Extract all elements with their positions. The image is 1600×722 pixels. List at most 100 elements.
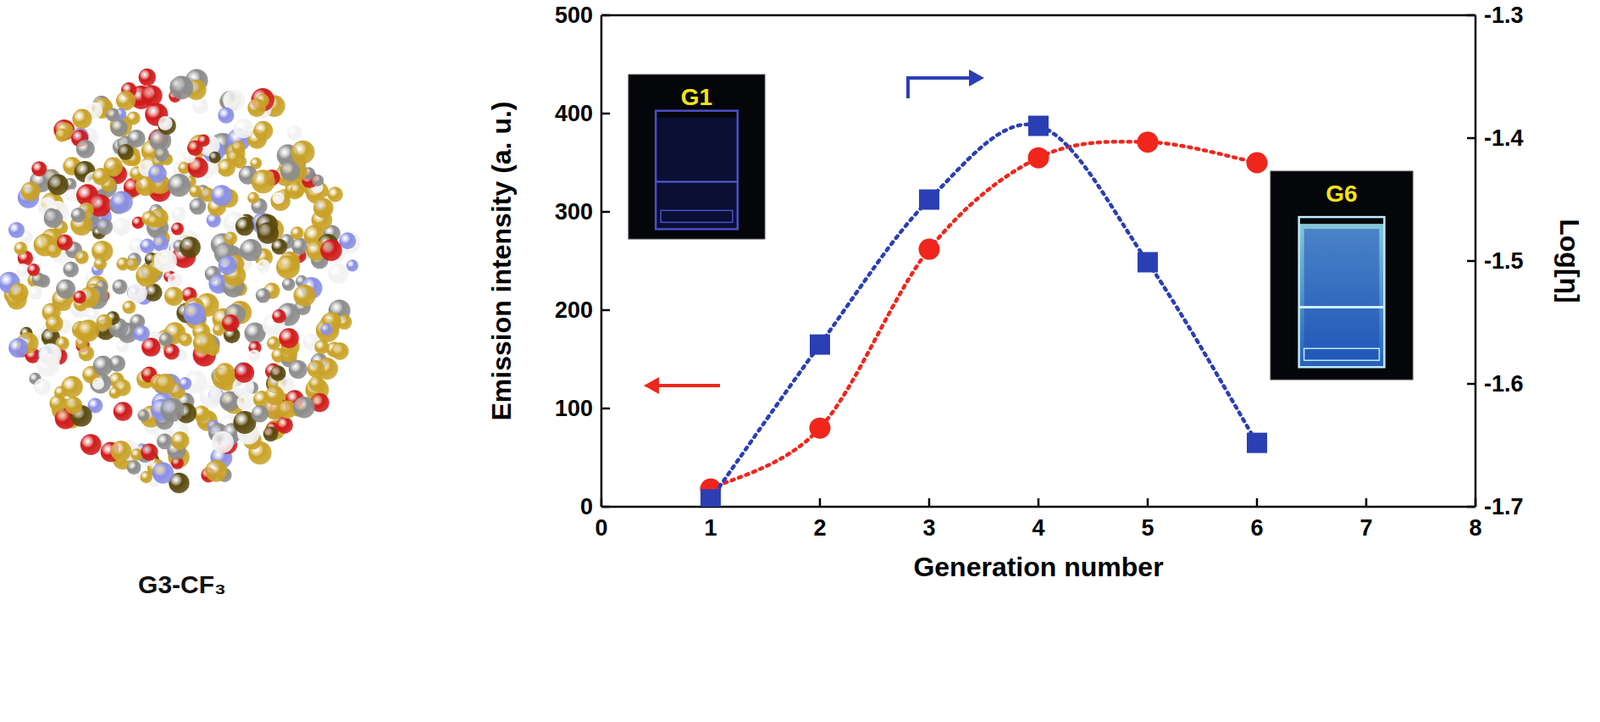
atom <box>265 385 285 405</box>
series-marker <box>809 417 831 439</box>
x-tick-label: 5 <box>1140 514 1154 541</box>
atom <box>157 116 176 135</box>
atom <box>45 314 64 333</box>
x-tick <box>1256 498 1259 507</box>
y-tick <box>601 505 610 509</box>
atom <box>288 359 308 379</box>
atom <box>28 285 43 299</box>
atom <box>133 325 150 342</box>
atom <box>33 378 51 396</box>
figure: G3-CF₃0123456780100200300400500-1.7-1.6-… <box>0 0 1600 722</box>
atom <box>94 257 107 271</box>
y-axis-line <box>600 15 604 507</box>
atom <box>54 386 67 399</box>
atom <box>233 118 254 139</box>
atom <box>75 250 89 265</box>
atom <box>140 470 153 483</box>
atom <box>247 98 266 117</box>
atom <box>141 84 163 106</box>
x-tick <box>819 498 822 507</box>
axes: 0123456780100200300400500-1.7-1.6-1.5-1.… <box>486 2 1585 582</box>
atom <box>135 264 158 287</box>
atom <box>138 409 150 421</box>
atom <box>159 332 174 347</box>
atom <box>320 322 333 336</box>
inset-label: G6 <box>1325 180 1357 207</box>
atom <box>110 190 133 213</box>
plot-area <box>700 116 1268 508</box>
atom <box>313 198 334 219</box>
atom <box>314 339 329 355</box>
y-tick <box>601 112 610 116</box>
atom <box>215 362 235 383</box>
series-1 <box>700 116 1268 508</box>
series-marker <box>919 189 940 211</box>
series-marker <box>919 238 941 261</box>
atom <box>327 186 344 202</box>
atom <box>251 404 270 423</box>
atom <box>154 249 178 272</box>
atom <box>80 433 102 455</box>
atom <box>112 217 131 236</box>
atom <box>248 349 261 363</box>
atom <box>287 125 303 141</box>
y-tick <box>601 14 610 17</box>
atom <box>278 327 299 349</box>
atom <box>188 184 202 198</box>
atom <box>147 214 161 228</box>
atom <box>109 386 122 399</box>
x-tick <box>928 498 931 507</box>
series-marker <box>1028 116 1049 137</box>
x-tick-label: 6 <box>1250 514 1263 541</box>
atom <box>237 393 255 411</box>
axis-arrows <box>643 69 985 394</box>
series-line <box>710 141 1257 489</box>
atom <box>152 461 174 483</box>
x-tick-label: 1 <box>703 514 717 541</box>
atom <box>290 182 305 198</box>
x-tick-label: 7 <box>1359 514 1373 541</box>
atom <box>233 362 255 383</box>
inset-photo: G6 <box>1270 171 1413 380</box>
y2-tick-label: -1.5 <box>1483 248 1524 274</box>
cuvette-base <box>1304 348 1380 360</box>
atom <box>291 140 316 165</box>
y2-tick <box>1467 14 1476 17</box>
atom <box>235 216 255 236</box>
atom <box>38 343 61 366</box>
cuvette-base <box>660 210 733 222</box>
atom <box>293 396 316 419</box>
arrow-head <box>643 376 659 394</box>
atom <box>257 221 280 244</box>
atom <box>272 192 285 205</box>
x-tick <box>1474 498 1478 507</box>
y-tick <box>601 407 610 410</box>
atom <box>189 198 207 216</box>
x-tick <box>600 498 604 507</box>
y-tick <box>601 309 610 312</box>
top-frame-line <box>601 14 1476 17</box>
atom <box>138 68 157 87</box>
atom <box>169 76 194 100</box>
atom <box>179 236 201 258</box>
atom <box>178 376 192 390</box>
inset-label: G1 <box>680 83 713 111</box>
y-tick-label: 300 <box>554 199 593 225</box>
x-tick-label: 0 <box>594 514 608 541</box>
glowing-solution <box>1299 223 1385 367</box>
cuvette-outline <box>1299 216 1385 367</box>
series-marker <box>1246 432 1268 454</box>
atom <box>152 235 169 252</box>
atom <box>167 272 183 288</box>
atom <box>116 90 136 111</box>
atom <box>64 396 83 415</box>
atom <box>113 401 133 421</box>
y-axis-title: Emission intensity (a. u.) <box>486 101 517 421</box>
atom <box>155 147 170 162</box>
y-tick-label: 400 <box>554 100 593 127</box>
series-marker <box>1246 152 1268 174</box>
y2-tick <box>1467 137 1476 140</box>
atom <box>55 127 69 142</box>
atom <box>44 208 64 228</box>
atom <box>77 319 100 342</box>
